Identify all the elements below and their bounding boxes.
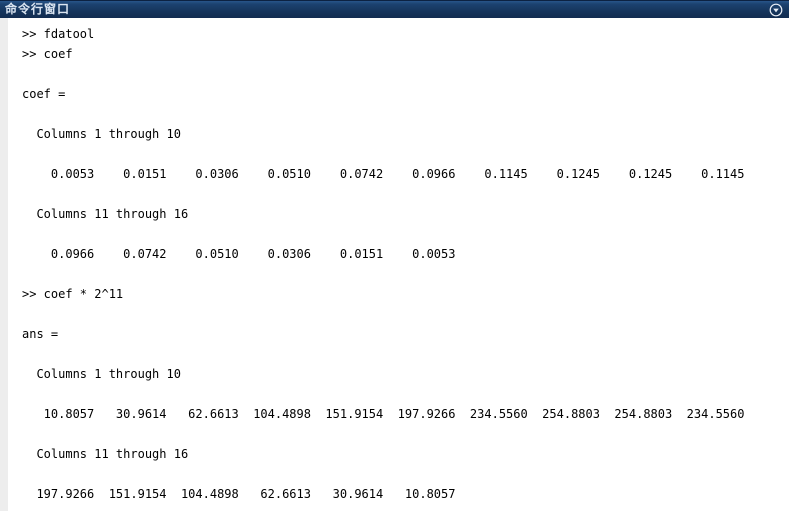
titlebar[interactable]: 命令行窗口	[0, 0, 789, 18]
console-line	[22, 224, 789, 244]
console-line: Columns 1 through 10	[22, 367, 181, 381]
left-gutter	[0, 18, 8, 511]
panel-menu-button[interactable]	[769, 3, 783, 17]
console-line	[22, 424, 789, 444]
circle-triangle-down-icon	[769, 3, 783, 17]
console-line	[22, 384, 789, 404]
console-line	[22, 144, 789, 164]
console-line: >> coef	[22, 47, 73, 61]
console-line: 0.0053 0.0151 0.0306 0.0510 0.0742 0.096…	[22, 167, 745, 181]
console-line: >> coef * 2^11	[22, 287, 124, 301]
console-output[interactable]: >> fdatool >> coef coef = Columns 1 throu…	[0, 18, 789, 511]
panel-body: >> fdatool >> coef coef = Columns 1 throu…	[0, 18, 789, 511]
console-line	[22, 264, 789, 284]
console-line: 0.0966 0.0742 0.0510 0.0306 0.0151 0.005…	[22, 247, 456, 261]
console-line	[22, 304, 789, 324]
console-line: Columns 1 through 10	[22, 127, 181, 141]
window-title: 命令行窗口	[5, 2, 71, 16]
console-line: Columns 11 through 16	[22, 207, 189, 221]
console-line: ans =	[22, 327, 59, 341]
console-line	[22, 64, 789, 84]
console-line: coef =	[22, 87, 66, 101]
console-line: 10.8057 30.9614 62.6613 104.4898 151.915…	[22, 407, 745, 421]
console-line	[22, 184, 789, 204]
console-line	[22, 104, 789, 124]
console-line: 197.9266 151.9154 104.4898 62.6613 30.96…	[22, 487, 456, 501]
console-line	[22, 464, 789, 484]
console-line: >> fdatool	[22, 27, 95, 41]
console-line: Columns 11 through 16	[22, 447, 189, 461]
console-line	[22, 344, 789, 364]
